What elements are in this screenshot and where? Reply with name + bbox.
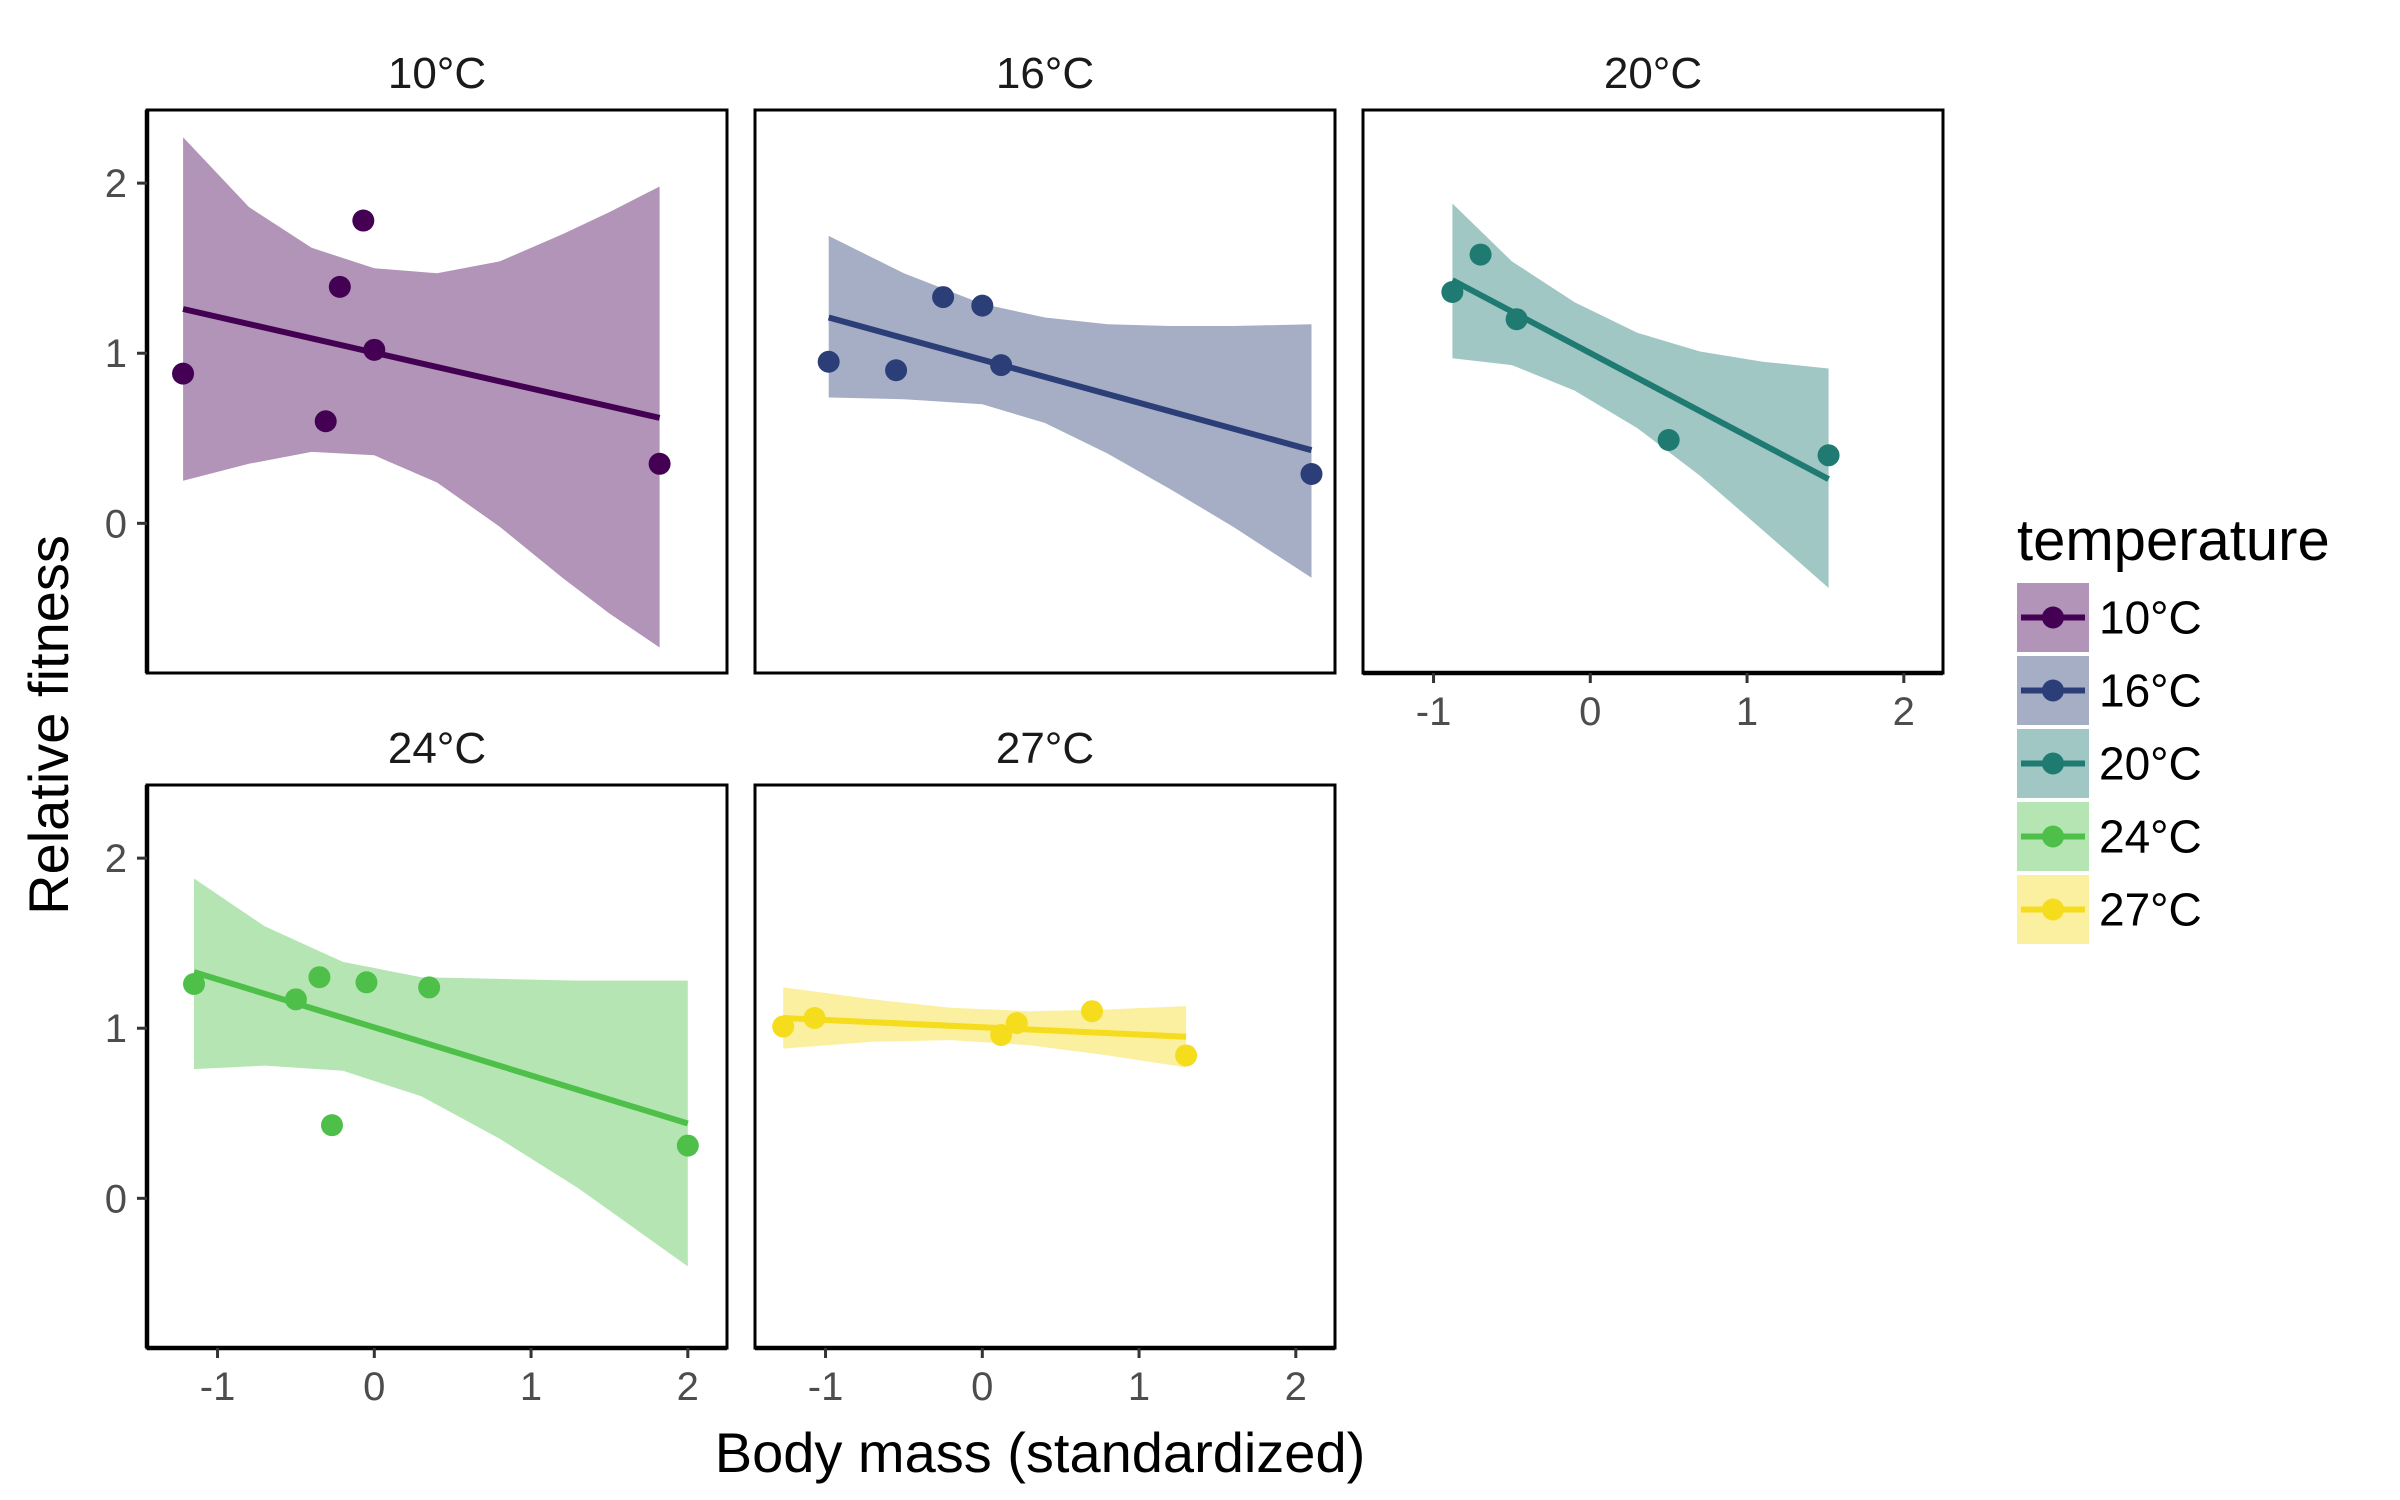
y-axis-title: Relative fitness bbox=[17, 535, 80, 915]
legend-key-point bbox=[2042, 752, 2064, 775]
x-tick-label: 2 bbox=[677, 1365, 699, 1409]
legend-key-point bbox=[2042, 679, 2064, 702]
data-point-10c bbox=[314, 410, 337, 433]
data-point-16c bbox=[990, 354, 1013, 377]
legend: temperature 10°C 16°C 20°C 24°C 27°C bbox=[2017, 508, 2330, 944]
fit-line-16c bbox=[827, 314, 1313, 454]
data-point-20c bbox=[1657, 428, 1680, 451]
y-tick-label: 1 bbox=[105, 1007, 127, 1051]
legend-label: 24°C bbox=[2099, 811, 2202, 863]
data-point-10c bbox=[328, 275, 351, 298]
data-point-24c bbox=[284, 988, 307, 1011]
legend-items: 10°C 16°C 20°C 24°C 27°C bbox=[2017, 583, 2202, 944]
data-point-10c bbox=[352, 209, 375, 232]
data-point-20c bbox=[1441, 280, 1464, 303]
data-point-27c bbox=[990, 1024, 1013, 1047]
data-point-20c bbox=[1469, 243, 1492, 266]
data-point-24c bbox=[355, 971, 378, 994]
legend-item-10c: 10°C bbox=[2017, 583, 2202, 652]
facet-title-10c: 10°C bbox=[388, 49, 486, 98]
x-tick-label: 2 bbox=[1285, 1365, 1307, 1409]
x-tick-label: 2 bbox=[1893, 690, 1915, 734]
x-tick-label: 0 bbox=[971, 1365, 993, 1409]
confidence-band-16c bbox=[828, 235, 1312, 578]
y-tick-label: 2 bbox=[105, 162, 127, 206]
data-point-16c bbox=[971, 294, 994, 317]
confidence-band-10c bbox=[183, 137, 660, 648]
facet-24c: 24°C 0 1 2 -1 0 1 2 bbox=[105, 724, 729, 1409]
data-point-27c bbox=[803, 1007, 826, 1030]
x-tick-label: -1 bbox=[808, 1365, 844, 1409]
legend-item-24c: 24°C bbox=[2017, 802, 2202, 871]
y-tick-label: 0 bbox=[105, 502, 127, 546]
data-point-16c bbox=[817, 350, 840, 373]
legend-item-16c: 16°C bbox=[2017, 656, 2202, 725]
data-point-16c bbox=[932, 286, 955, 309]
x-tick-label: 1 bbox=[1128, 1365, 1150, 1409]
data-point-20c bbox=[1817, 444, 1840, 467]
legend-label: 27°C bbox=[2099, 884, 2202, 936]
x-tick-label: 1 bbox=[1736, 690, 1758, 734]
legend-key-point bbox=[2042, 825, 2064, 848]
panel-border bbox=[753, 108, 1337, 675]
x-axis-title: Body mass (standardized) bbox=[715, 1421, 1366, 1484]
legend-title: temperature bbox=[2017, 508, 2330, 573]
data-point-24c bbox=[418, 976, 441, 999]
facet-title-24c: 24°C bbox=[388, 724, 486, 773]
x-tick-label: 0 bbox=[1579, 690, 1601, 734]
facet-10c: 10°C 0 1 2 bbox=[105, 49, 729, 675]
data-point-16c bbox=[885, 359, 908, 382]
data-point-27c bbox=[1175, 1044, 1198, 1067]
legend-key-point bbox=[2042, 606, 2064, 629]
panel-background bbox=[755, 110, 1335, 673]
legend-item-20c: 20°C bbox=[2017, 729, 2202, 798]
panel-background bbox=[147, 110, 727, 673]
panel-background bbox=[755, 785, 1335, 1348]
fit-line-27c bbox=[783, 1015, 1187, 1040]
legend-item-27c: 27°C bbox=[2017, 875, 2202, 944]
data-point-27c bbox=[1005, 1012, 1028, 1035]
legend-key-point bbox=[2042, 898, 2064, 921]
y-tick-label: 0 bbox=[105, 1177, 127, 1221]
x-tick-label: -1 bbox=[200, 1365, 236, 1409]
x-tick-label: -1 bbox=[1416, 690, 1452, 734]
x-tick-label: 1 bbox=[520, 1365, 542, 1409]
legend-label: 10°C bbox=[2099, 592, 2202, 644]
data-point-24c bbox=[183, 973, 206, 996]
fit-line-24c bbox=[193, 969, 689, 1127]
data-point-20c bbox=[1505, 308, 1528, 331]
panel-background bbox=[1363, 110, 1943, 673]
data-point-10c bbox=[172, 362, 195, 385]
legend-label: 20°C bbox=[2099, 738, 2202, 790]
data-point-27c bbox=[772, 1015, 795, 1038]
y-tick-label: 1 bbox=[105, 332, 127, 376]
data-point-24c bbox=[676, 1134, 699, 1157]
y-tick-label: 2 bbox=[105, 837, 127, 881]
facet-20c: 20°C -1 0 1 2 bbox=[1361, 49, 1945, 734]
facet-27c: 27°C -1 0 1 2 bbox=[753, 724, 1337, 1409]
data-point-24c bbox=[308, 966, 331, 989]
x-tick-label: 0 bbox=[363, 1365, 385, 1409]
legend-label: 16°C bbox=[2099, 665, 2202, 717]
facet-title-27c: 27°C bbox=[996, 724, 1094, 773]
panel-background bbox=[147, 785, 727, 1348]
data-point-10c bbox=[648, 452, 671, 475]
data-point-24c bbox=[320, 1114, 343, 1137]
data-point-27c bbox=[1081, 1000, 1104, 1023]
confidence-band-20c bbox=[1452, 203, 1829, 588]
facet-title-20c: 20°C bbox=[1604, 49, 1702, 98]
facet-16c: 16°C bbox=[753, 49, 1337, 675]
facet-title-16c: 16°C bbox=[996, 49, 1094, 98]
data-point-16c bbox=[1300, 462, 1323, 485]
fit-line-10c bbox=[182, 306, 661, 421]
data-point-10c bbox=[363, 338, 386, 361]
